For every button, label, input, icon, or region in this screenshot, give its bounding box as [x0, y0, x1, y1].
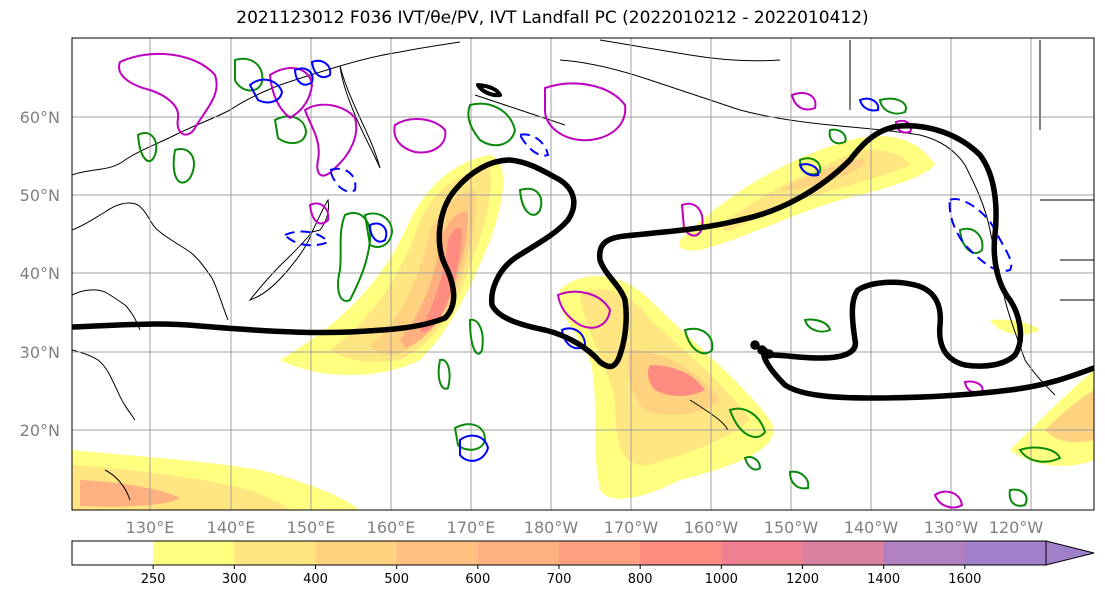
lon-label: 130°W: [924, 518, 979, 537]
colorbar-segment: [802, 541, 885, 565]
lat-label: 50°N: [20, 186, 60, 205]
lon-label: 170°E: [447, 518, 496, 537]
colorbar-segment: [721, 541, 803, 565]
colorbar-segments: [72, 541, 1047, 565]
colorbar-tick-label: 800: [628, 572, 653, 587]
lon-label: 160°W: [684, 518, 739, 537]
lat-label: 60°N: [20, 108, 60, 127]
colorbar-segment: [883, 541, 966, 565]
pv-contours: [136, 57, 1062, 507]
colorbar-segment: [964, 541, 1047, 565]
lon-label: 150°W: [764, 518, 819, 537]
pc-contour: [72, 83, 1094, 401]
colorbar-tick-label: 700: [547, 572, 572, 587]
lon-label: 160°E: [367, 518, 416, 537]
lat-label: 30°N: [20, 343, 60, 362]
colorbar-tick-label: 1600: [948, 572, 981, 587]
lon-label: 140°W: [844, 518, 899, 537]
colorbar-segment: [234, 541, 316, 565]
colorbar-ticks: 250 300 400 500 600 700 800 1000 1200 1400 1600: [141, 565, 981, 587]
lon-label: 150°E: [287, 518, 336, 537]
colorbar-segment: [72, 541, 154, 565]
colorbar: 250 300 400 500 600 700 800 1000 1200 1400 1600: [71, 540, 1095, 587]
colorbar-tick-label: 600: [465, 572, 490, 587]
colorbar-segment: [153, 541, 235, 565]
lon-label: 120°W: [989, 518, 1044, 537]
colorbar-tick-label: 1200: [786, 572, 819, 587]
gridlines: [72, 38, 1094, 510]
map-frame: [71, 37, 1095, 511]
lat-labels: 60°N 50°N 40°N 30°N 20°N: [20, 108, 60, 440]
colorbar-tick-label: 1000: [705, 572, 738, 587]
colorbar-segment: [396, 541, 479, 565]
colorbar-segment: [315, 541, 398, 565]
lon-labels: 130°E 140°E 150°E 160°E 170°E 180°W 170°…: [126, 518, 1044, 537]
colorbar-segment: [477, 541, 560, 565]
colorbar-segment: [640, 541, 722, 565]
lon-label: 180°W: [524, 518, 579, 537]
lon-label: 170°W: [604, 518, 659, 537]
lon-label: 130°E: [126, 518, 175, 537]
colorbar-extend-arrow: [1045, 540, 1095, 566]
colorbar-tick-label: 400: [303, 572, 328, 587]
coastlines: [72, 39, 1094, 501]
colorbar-tick-label: 1400: [867, 572, 900, 587]
colorbar-tick-label: 500: [384, 572, 409, 587]
lat-label: 20°N: [20, 421, 60, 440]
blue-contours: [248, 59, 1013, 462]
map-title: 2021123012 F036 IVT/θe/PV, IVT Landfall …: [236, 8, 869, 28]
colorbar-tick-label: 250: [141, 572, 166, 587]
map-panel: [72, 38, 1094, 510]
colorbar-segment: [559, 541, 641, 565]
lat-label: 40°N: [20, 264, 60, 283]
colorbar-tick-label: 300: [222, 572, 247, 587]
lon-label: 140°E: [207, 518, 256, 537]
